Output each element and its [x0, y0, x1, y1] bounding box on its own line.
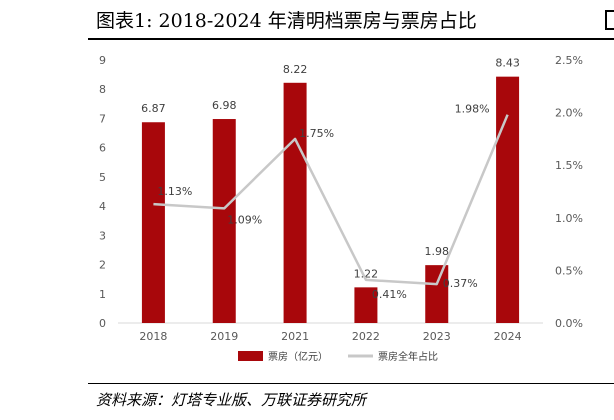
- bar: [496, 76, 520, 323]
- bar-data-label: 6.98: [212, 99, 237, 112]
- x-tick-label: 2024: [494, 330, 522, 343]
- y-left-tick-label: 7: [99, 112, 106, 125]
- y-left-tick-label: 4: [99, 200, 106, 213]
- bar-data-label: 8.22: [283, 63, 308, 76]
- y-left-tick-label: 6: [99, 142, 106, 155]
- source-note: 资料来源：灯塔专业版、万联证券研究所: [96, 391, 367, 409]
- x-tick-label: 2023: [423, 330, 451, 343]
- bar-data-label: 6.87: [141, 102, 166, 115]
- bar-data-label: 1.98: [425, 245, 450, 258]
- y-left-tick-label: 2: [99, 259, 106, 272]
- x-tick-label: 2022: [352, 330, 380, 343]
- bar: [212, 119, 236, 323]
- y-left-tick-label: 5: [99, 171, 106, 184]
- y-right-tick-label: 0.5%: [555, 264, 583, 277]
- y-right-tick-label: 0.0%: [555, 317, 583, 330]
- line-data-label: 0.37%: [443, 277, 478, 290]
- bar-data-label: 1.22: [354, 267, 379, 280]
- bar: [425, 265, 449, 323]
- y-right-tick-label: 1.5%: [555, 159, 583, 172]
- title-divider: [88, 38, 614, 40]
- y-right-tick-label: 1.0%: [555, 212, 583, 225]
- x-tick-label: 2019: [210, 330, 238, 343]
- next-figure-edge: [605, 10, 614, 30]
- bar: [141, 122, 165, 323]
- y-left-tick-label: 8: [99, 83, 106, 96]
- y-right-tick-label: 2.5%: [555, 54, 583, 67]
- bar-data-label: 8.43: [495, 57, 520, 70]
- line-data-label: 0.41%: [372, 288, 407, 301]
- y-left-tick-label: 9: [99, 54, 106, 67]
- y-left-tick-label: 0: [99, 317, 106, 330]
- line-data-label: 1.09%: [227, 213, 262, 226]
- x-tick-label: 2018: [139, 330, 167, 343]
- line-series: [153, 114, 509, 286]
- legend-swatch-bar: [238, 351, 263, 361]
- line-data-label: 1.98%: [455, 103, 490, 116]
- line-data-label: 1.75%: [299, 127, 334, 140]
- legend-label-line: 票房全年占比: [378, 350, 438, 363]
- y-left-tick-label: 3: [99, 229, 106, 242]
- source-divider: [88, 383, 614, 384]
- bar: [283, 82, 307, 323]
- legend-label-bar: 票房（亿元）: [268, 350, 328, 363]
- bar: [354, 287, 378, 323]
- page-title: 图表1: 2018-2024 年清明档票房与票房占比: [96, 10, 477, 32]
- line-data-label: 1.13%: [157, 185, 192, 198]
- y-right-tick-label: 2.0%: [555, 107, 583, 120]
- y-left-tick-label: 1: [99, 288, 106, 301]
- x-tick-label: 2021: [281, 330, 309, 343]
